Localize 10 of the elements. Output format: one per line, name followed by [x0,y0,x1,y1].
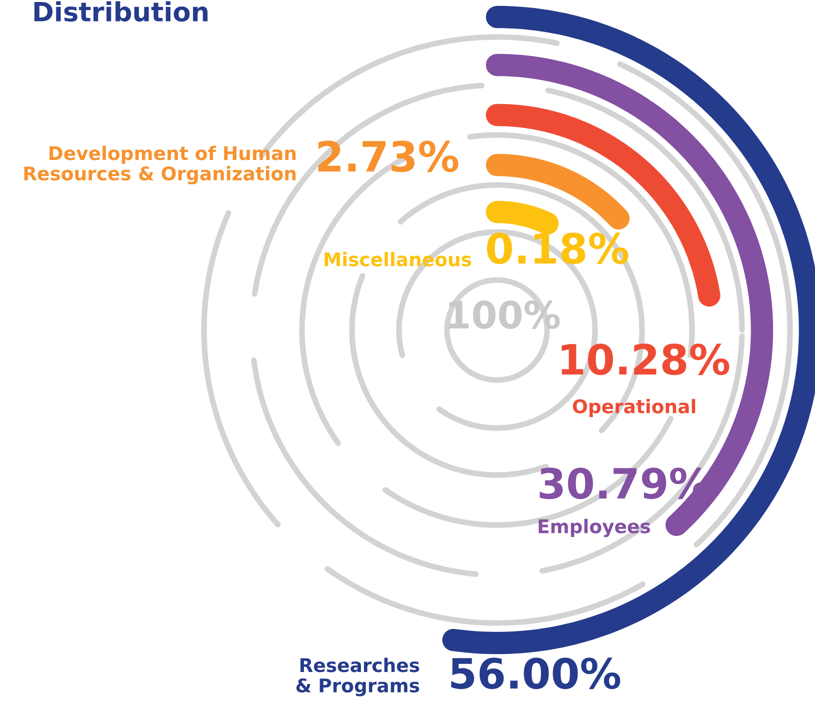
text: Distribution [34,1,208,22]
category-label: Miscellaneous [324,252,472,266]
category-label: Operational [572,398,696,418]
category-label: Employees [538,518,650,538]
category-label: Researches & Programs [296,658,420,696]
category-label: Development of Human Resources & Organization [24,146,296,184]
data-label: 10.28% [562,344,730,376]
data-label: 2.73% [318,140,458,172]
data-label: 0.18% [486,232,628,264]
data-label: 56.00% [451,658,620,690]
